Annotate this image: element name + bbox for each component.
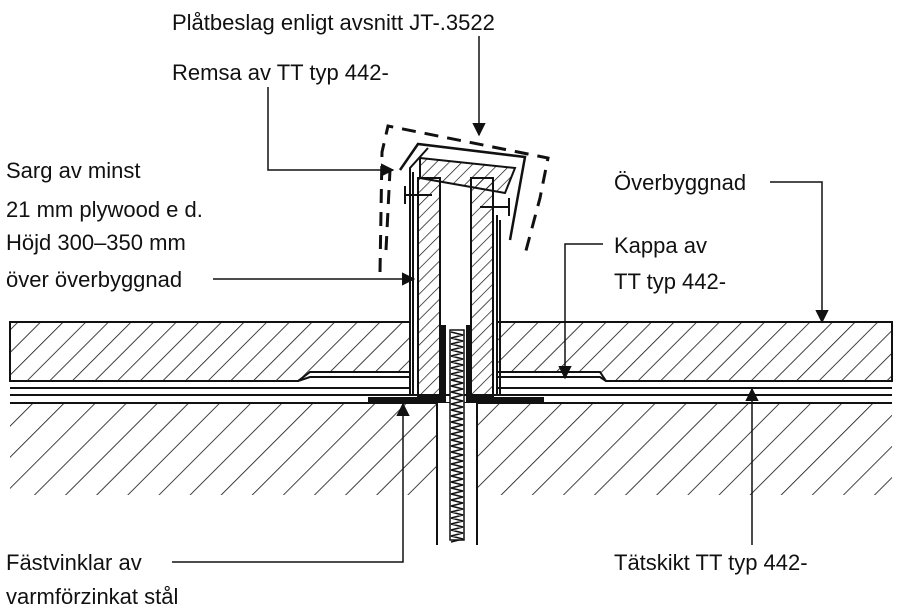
label-fastvinklar-2: varmförzinkat stål <box>6 584 178 609</box>
label-tatskikt: Tätskikt TT typ 442- <box>614 550 808 575</box>
label-sarg-3: Höjd 300–350 mm <box>6 230 186 255</box>
label-overbyggnad: Överbyggnad <box>614 170 746 195</box>
label-remsa: Remsa av TT typ 442- <box>172 60 389 85</box>
leader-fastvinklar <box>172 402 410 563</box>
label-sarg-2: 21 mm plywood e d. <box>6 197 203 222</box>
label-sarg-1: Sarg av minst <box>6 158 141 183</box>
leader-overbyggnad <box>770 181 829 324</box>
label-kappa-2: TT typ 442- <box>614 269 726 294</box>
leader-lines <box>172 36 829 563</box>
fastvinklar <box>368 325 544 403</box>
threaded-rod <box>449 329 465 543</box>
label-fastvinklar-1: Fästvinklar av <box>6 550 142 575</box>
leader-remsa <box>267 87 395 177</box>
label-platbeslag: Plåtbeslag enligt avsnitt JT-.3522 <box>172 10 495 35</box>
leader-kappa <box>558 243 603 380</box>
label-kappa-1: Kappa av <box>614 233 707 258</box>
label-sarg-4: över överbyggnad <box>6 267 182 292</box>
